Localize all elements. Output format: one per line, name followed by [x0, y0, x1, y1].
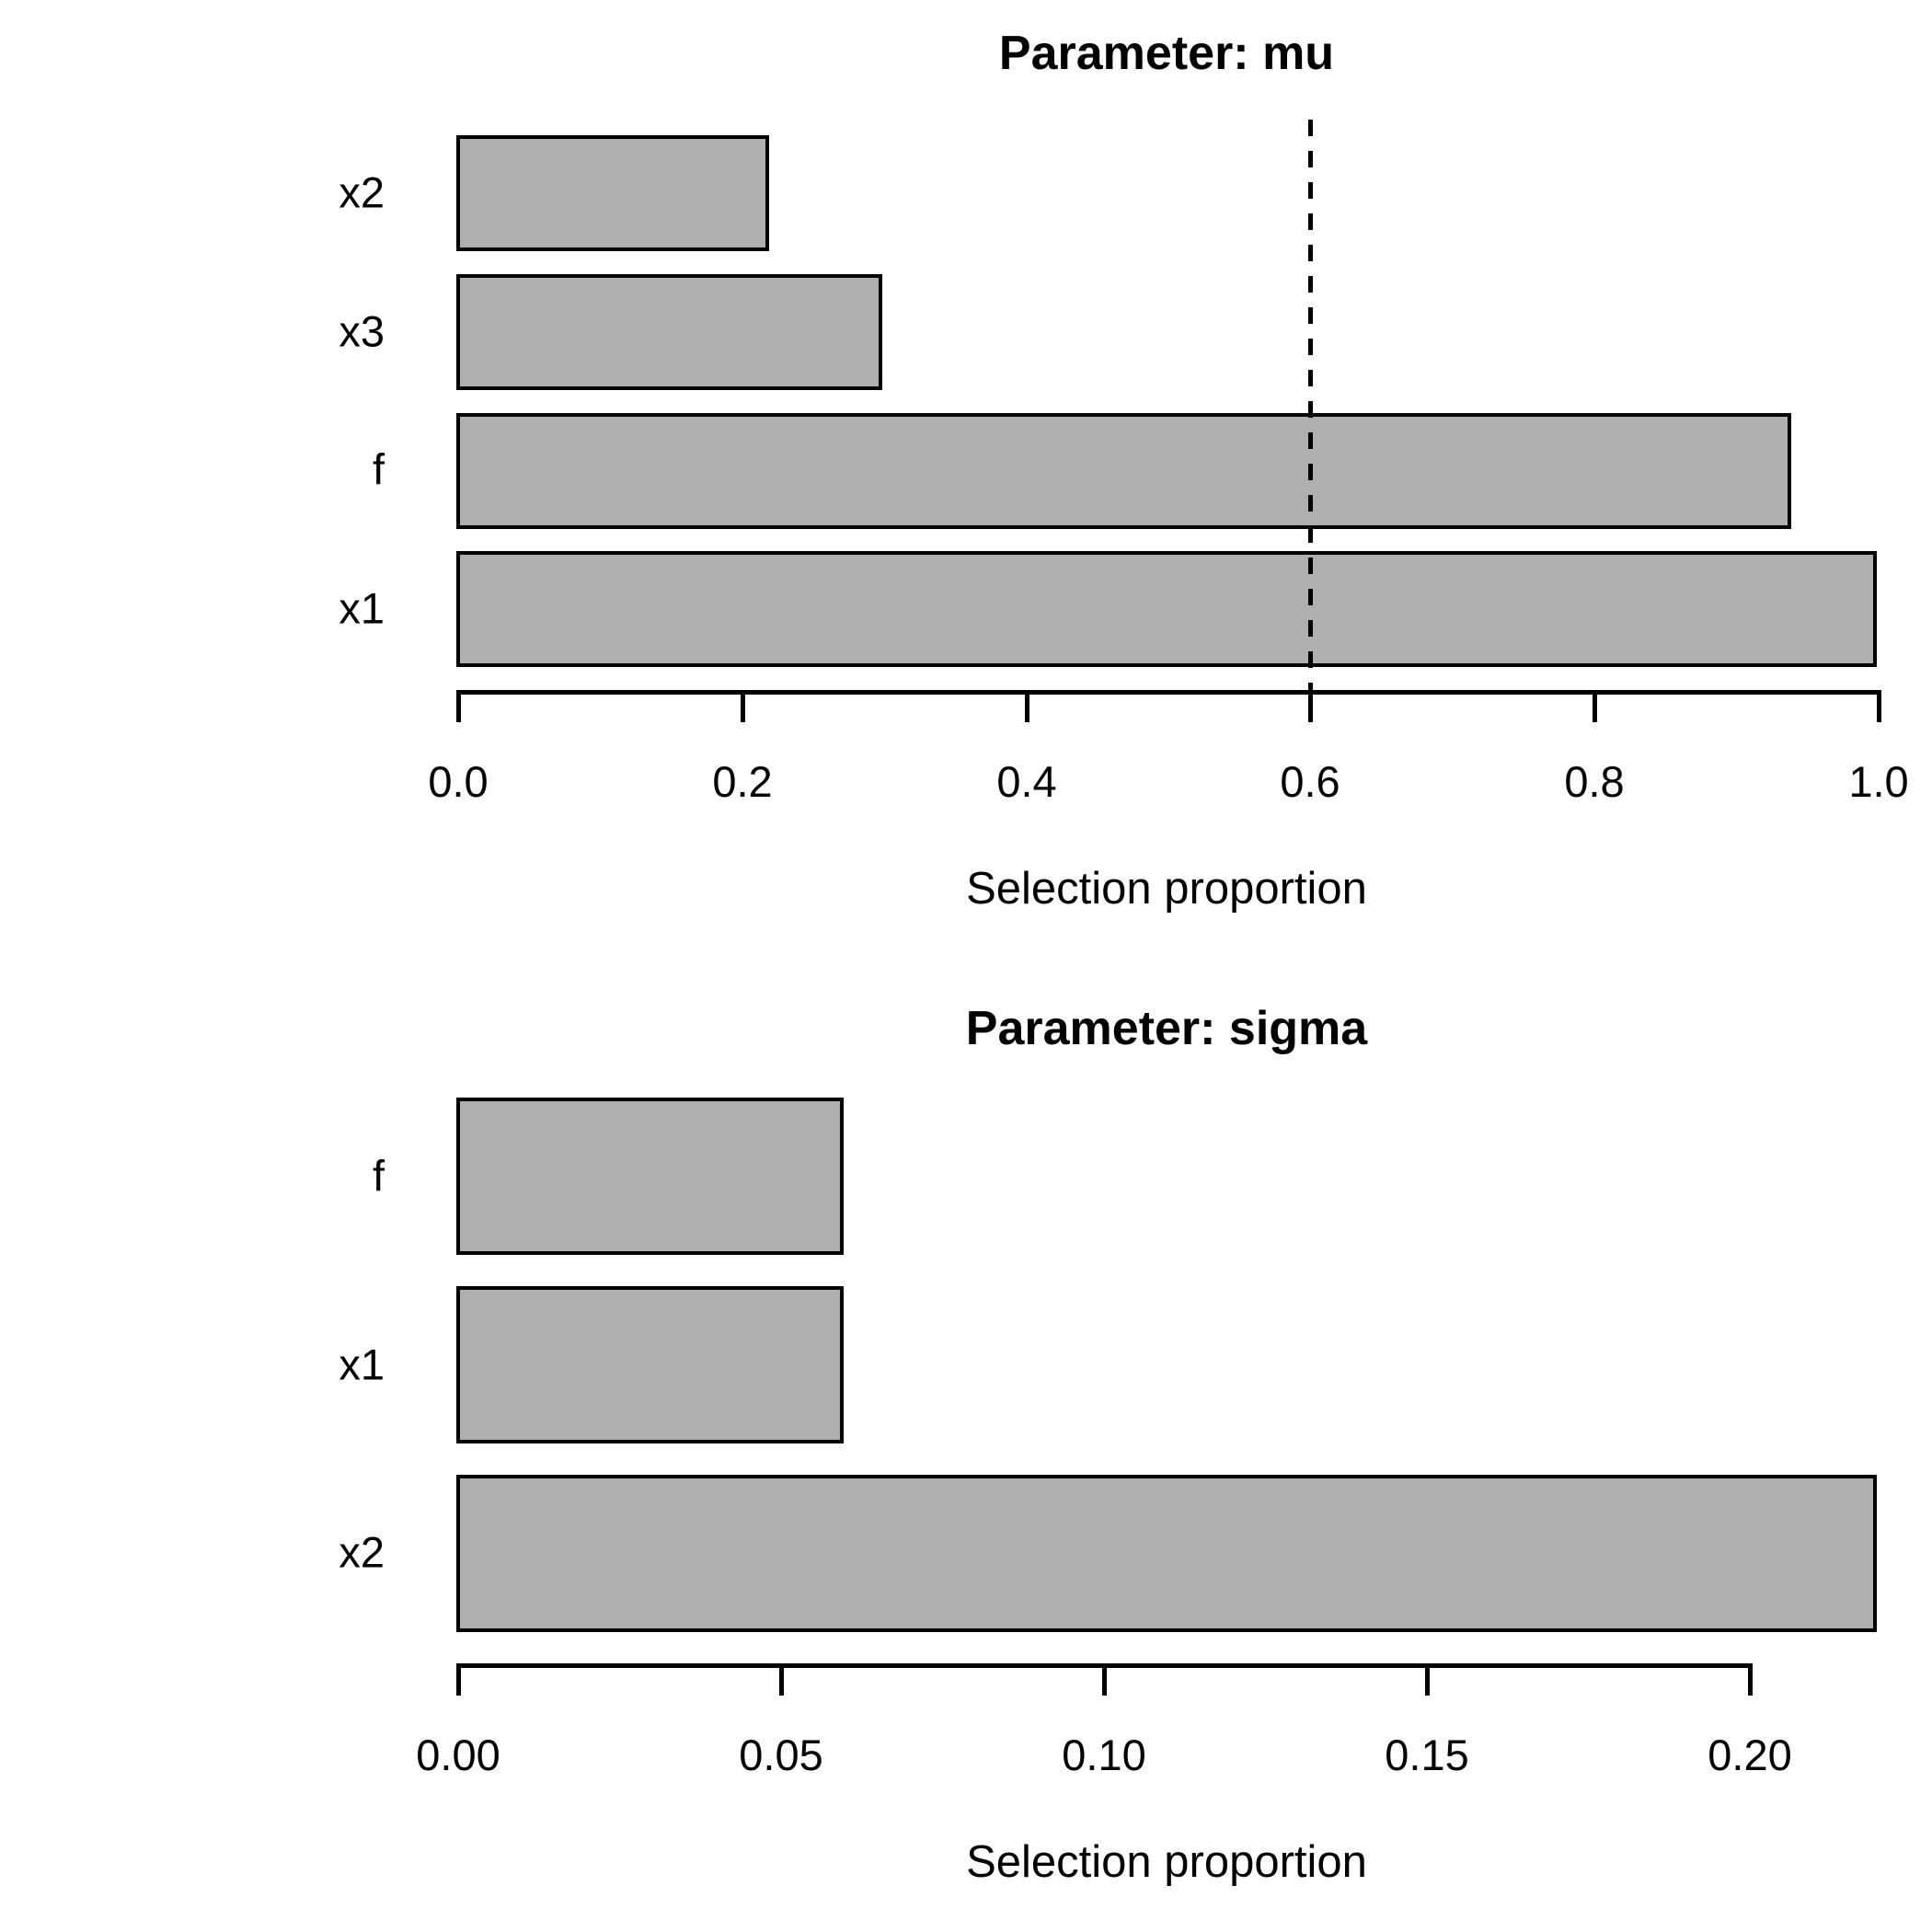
threshold-line — [1308, 120, 1313, 690]
x-tick-label: 0.2 — [712, 757, 773, 806]
category-label: f — [372, 1151, 385, 1201]
category-label: x1 — [339, 583, 385, 633]
x-tick — [456, 695, 461, 722]
category-label: x2 — [339, 167, 385, 217]
bar-f — [456, 1098, 844, 1255]
x-axis-label: Selection proportion — [966, 1837, 1367, 1887]
bar-x2 — [456, 135, 769, 251]
x-tick-label: 1.0 — [1848, 757, 1909, 806]
x-tick — [779, 1668, 784, 1696]
category-label: x2 — [339, 1527, 385, 1577]
x-tick-label: 0.20 — [1708, 1731, 1792, 1779]
x-tick — [1025, 695, 1029, 722]
chart-title: Parameter: mu — [998, 27, 1335, 80]
x-tick-label: 0.6 — [1280, 757, 1340, 806]
x-tick — [1102, 1668, 1107, 1696]
x-tick-label: 0.00 — [416, 1731, 500, 1779]
bar-f — [456, 413, 1791, 529]
x-tick — [741, 695, 745, 722]
x-tick — [1748, 1668, 1753, 1696]
x-tick-label: 0.8 — [1564, 757, 1625, 806]
x-tick-label: 0.0 — [428, 757, 489, 806]
x-axis-line — [456, 690, 1881, 695]
x-axis-label: Selection proportion — [966, 864, 1367, 914]
chart-title: Parameter: sigma — [965, 1002, 1368, 1055]
bar-x3 — [456, 274, 882, 390]
x-tick — [1877, 695, 1881, 722]
x-tick-label: 0.05 — [739, 1731, 823, 1779]
x-tick-label: 0.15 — [1385, 1731, 1469, 1779]
x-tick-label: 0.4 — [996, 757, 1057, 806]
category-label: x1 — [339, 1340, 385, 1389]
x-tick — [1593, 695, 1597, 722]
x-tick-label: 0.10 — [1062, 1731, 1146, 1779]
x-tick — [1425, 1668, 1430, 1696]
bar-x2 — [456, 1475, 1877, 1632]
bar-x1 — [456, 551, 1877, 667]
category-label: x3 — [339, 306, 385, 356]
bar-x1 — [456, 1286, 844, 1443]
x-axis-line — [456, 1663, 1753, 1668]
category-label: f — [372, 444, 385, 494]
x-tick — [456, 1668, 461, 1696]
x-tick — [1308, 695, 1313, 722]
